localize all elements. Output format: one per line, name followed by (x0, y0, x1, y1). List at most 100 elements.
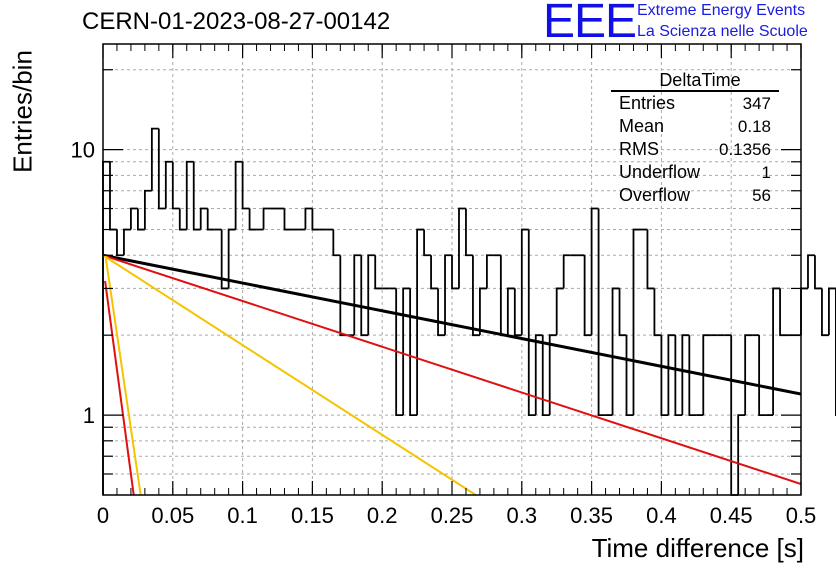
histogram-bin (178, 208, 187, 231)
histogram-bin (458, 207, 466, 289)
x-tick-label: 0 (97, 503, 109, 528)
logo-line-2: La Scienza nelle Scuole (637, 23, 808, 40)
histogram-bin (262, 207, 271, 230)
histogram-bin (513, 288, 522, 337)
histogram-bin (409, 288, 418, 416)
histogram-bin (800, 287, 808, 336)
histogram-bin (248, 208, 257, 231)
histogram-bin (234, 160, 243, 230)
histogram-bin (534, 334, 543, 416)
histogram-bin (520, 228, 529, 336)
stats-label: Entries (619, 93, 676, 113)
x-tick-label: 0.25 (431, 503, 474, 528)
histogram-bin (444, 254, 452, 336)
histogram-bin (479, 287, 487, 336)
histogram-bin (360, 255, 369, 337)
y-tick-label: 10 (71, 138, 95, 163)
histogram-bin (304, 207, 313, 230)
histogram-bin (311, 208, 320, 231)
histogram-bin (283, 208, 292, 231)
histogram-bin (171, 161, 180, 210)
stats-row-rms: RMS 0.1356 (611, 138, 779, 161)
x-tick-label: 0.2 (367, 503, 398, 528)
y-tick-label: 1 (83, 403, 95, 428)
histogram-bin (779, 288, 788, 337)
stats-row-underflow: Underflow 1 (611, 161, 779, 184)
x-tick-label: 0.4 (646, 503, 677, 528)
histogram-bin (562, 254, 571, 289)
histogram-bin (688, 335, 697, 416)
histogram-bin (807, 254, 815, 289)
x-tick-label: 0.35 (570, 503, 613, 528)
histogram-bin (674, 335, 683, 416)
histogram-bin (758, 335, 767, 416)
histogram-bin (499, 255, 508, 337)
histogram-bin (143, 189, 152, 230)
histogram-bin (395, 288, 404, 416)
fit-line-0 (103, 253, 801, 396)
histogram-bin (583, 255, 592, 337)
x-axis-label: Time difference [s] (591, 533, 804, 563)
histogram-bin (157, 128, 166, 210)
histogram-bin (367, 254, 376, 336)
fit-lines-layer (103, 253, 801, 495)
histogram-bin (828, 287, 836, 336)
fit-line-4 (104, 258, 142, 495)
stats-value: 0.1356 (719, 140, 771, 159)
histogram-bin (486, 254, 494, 289)
histogram-bin (164, 160, 173, 209)
stats-value: 0.18 (737, 117, 771, 136)
stats-row-overflow: Overflow 56 (611, 184, 779, 207)
stats-label: RMS (619, 139, 659, 159)
histogram-bin (632, 228, 641, 416)
histogram-bin (185, 160, 194, 230)
histogram-bin (737, 414, 746, 495)
histogram-bin (332, 229, 341, 257)
histogram-bin (506, 287, 515, 336)
stats-row-entries: Entries 347 (611, 92, 779, 115)
stats-label: Mean (619, 116, 665, 136)
fit-line-1 (103, 254, 801, 485)
stats-value: 347 (742, 94, 771, 113)
logo-line-1: Extreme Energy Events (637, 2, 806, 19)
x-tick-label: 0.1 (227, 503, 258, 528)
histogram-bin (772, 287, 781, 416)
histogram-bin (590, 207, 599, 336)
histogram-bin (611, 287, 620, 416)
histogram-bin (206, 208, 215, 231)
stats-value: 1 (761, 163, 771, 182)
histogram-bin (402, 287, 411, 416)
stats-row-mean: Mean 0.18 (611, 115, 779, 138)
histogram-bin (660, 335, 669, 416)
histogram-bin (667, 334, 676, 416)
histogram-bin (137, 208, 145, 231)
histogram-bin (597, 208, 606, 416)
histogram-bin (618, 288, 627, 337)
histogram-bin (541, 335, 550, 416)
histogram-bin (548, 334, 557, 416)
histogram-bin (437, 288, 446, 337)
stats-title: DeltaTime (611, 70, 779, 92)
stats-box: DeltaTime Entries 347 Mean 0.18 RMS 0.1356 … (611, 70, 779, 207)
histogram-bin (416, 228, 425, 416)
histogram-bin (116, 229, 124, 257)
histogram-bin (241, 161, 250, 210)
histogram-bin (374, 255, 383, 290)
histogram-bin (681, 334, 690, 416)
histogram-bin (199, 207, 208, 230)
histogram-bin (423, 229, 432, 257)
histogram-bin (744, 334, 753, 416)
histogram-bin (646, 229, 655, 290)
histogram-bin (527, 229, 536, 416)
stats-label: Underflow (619, 162, 701, 182)
histogram-bin (451, 255, 459, 290)
stats-value: 56 (752, 186, 771, 205)
histogram-bin (123, 228, 131, 256)
histogram-bin (555, 287, 564, 336)
histogram-bin (109, 161, 117, 231)
x-tick-label: 0.15 (291, 503, 334, 528)
fit-line-3 (104, 280, 135, 495)
axes-layer: 0 0.05 0.1 0.15 0.2 0.25 0.3 0.35 0.4 0.45 0.5 1 10 (71, 44, 816, 528)
histogram-bin (102, 160, 110, 495)
